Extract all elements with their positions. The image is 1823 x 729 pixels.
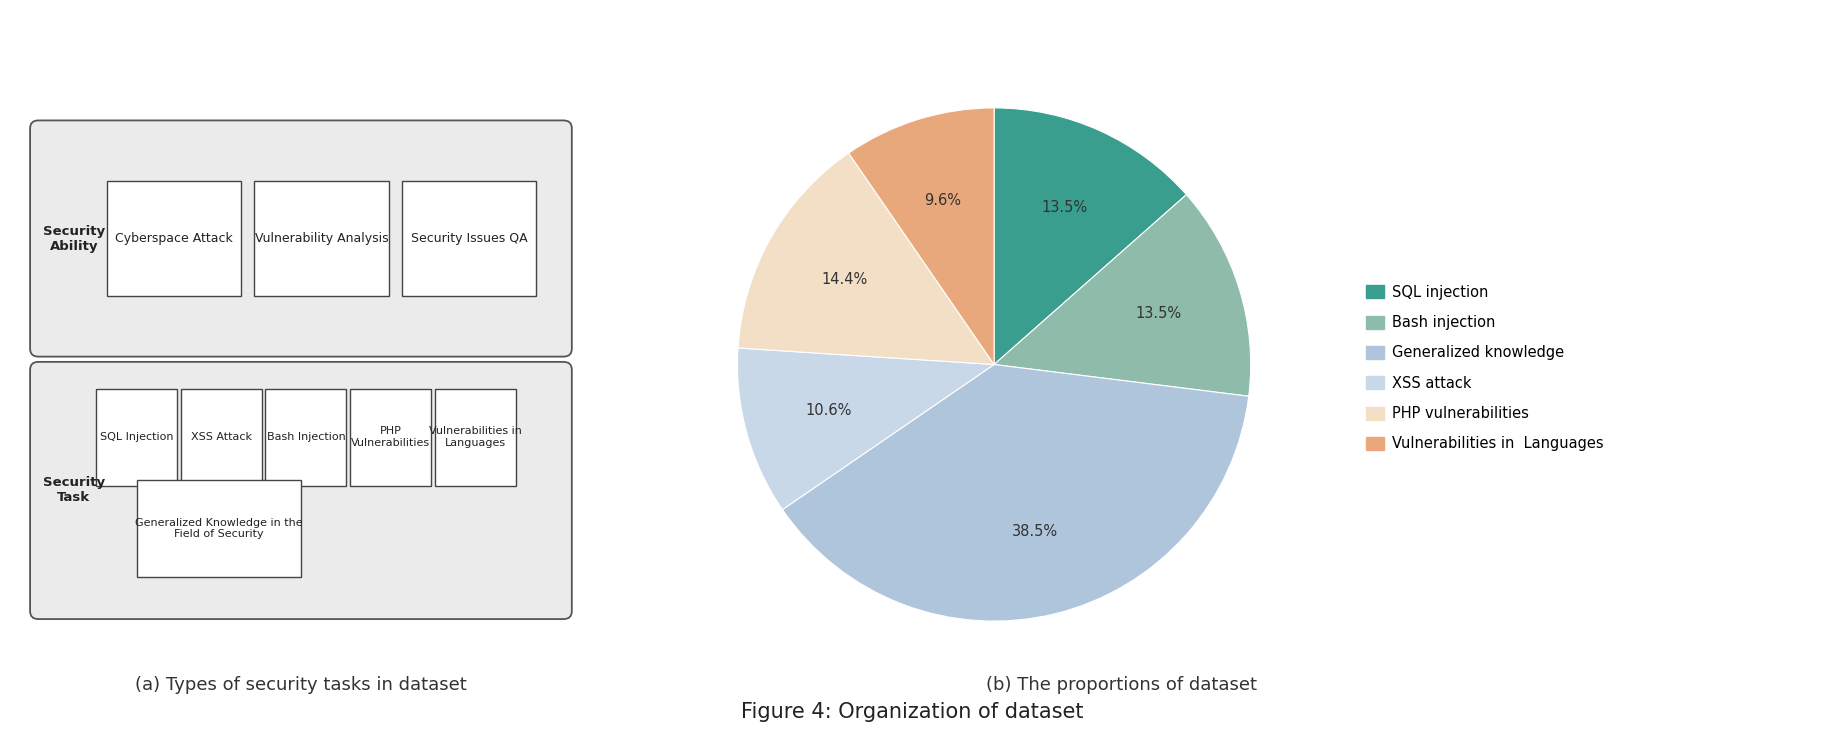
Text: (a) Types of security tasks in dataset: (a) Types of security tasks in dataset: [135, 677, 467, 694]
Wedge shape: [738, 153, 994, 364]
Text: XSS Attack: XSS Attack: [190, 432, 252, 442]
Wedge shape: [848, 108, 994, 364]
Wedge shape: [994, 195, 1251, 397]
Text: Security
Task: Security Task: [42, 477, 106, 504]
Text: 38.5%: 38.5%: [1012, 524, 1057, 539]
Wedge shape: [994, 108, 1185, 364]
Text: (b) The proportions of dataset: (b) The proportions of dataset: [986, 677, 1256, 694]
FancyBboxPatch shape: [350, 389, 430, 486]
FancyBboxPatch shape: [403, 181, 536, 296]
Text: Figure 4: Organization of dataset: Figure 4: Organization of dataset: [740, 702, 1083, 722]
Text: Vulnerability Analysis: Vulnerability Analysis: [255, 232, 388, 245]
FancyBboxPatch shape: [180, 389, 261, 486]
Text: 13.5%: 13.5%: [1041, 200, 1087, 215]
Wedge shape: [736, 348, 994, 510]
Wedge shape: [782, 364, 1249, 621]
Text: Cyberspace Attack: Cyberspace Attack: [115, 232, 233, 245]
FancyBboxPatch shape: [266, 389, 346, 486]
FancyBboxPatch shape: [106, 181, 241, 296]
Text: Security
Ability: Security Ability: [42, 225, 106, 252]
Text: Security Issues QA: Security Issues QA: [410, 232, 527, 245]
FancyBboxPatch shape: [97, 389, 177, 486]
FancyBboxPatch shape: [253, 181, 388, 296]
Text: Vulnerabilities in
Languages: Vulnerabilities in Languages: [428, 426, 521, 448]
Text: Generalized Knowledge in the
Field of Security: Generalized Knowledge in the Field of Se…: [135, 518, 303, 539]
FancyBboxPatch shape: [434, 389, 516, 486]
Legend: SQL injection, Bash injection, Generalized knowledge, XSS attack, PHP vulnerabil: SQL injection, Bash injection, Generaliz…: [1365, 285, 1602, 451]
FancyBboxPatch shape: [29, 120, 572, 356]
Text: SQL Injection: SQL Injection: [100, 432, 173, 442]
Text: 10.6%: 10.6%: [804, 402, 851, 418]
Text: 9.6%: 9.6%: [924, 192, 961, 208]
Text: Bash Injection: Bash Injection: [266, 432, 345, 442]
Text: PHP
Vulnerabilities: PHP Vulnerabilities: [352, 426, 430, 448]
Text: 14.4%: 14.4%: [820, 272, 868, 287]
Text: 13.5%: 13.5%: [1134, 306, 1181, 321]
FancyBboxPatch shape: [29, 362, 572, 619]
FancyBboxPatch shape: [137, 480, 301, 577]
